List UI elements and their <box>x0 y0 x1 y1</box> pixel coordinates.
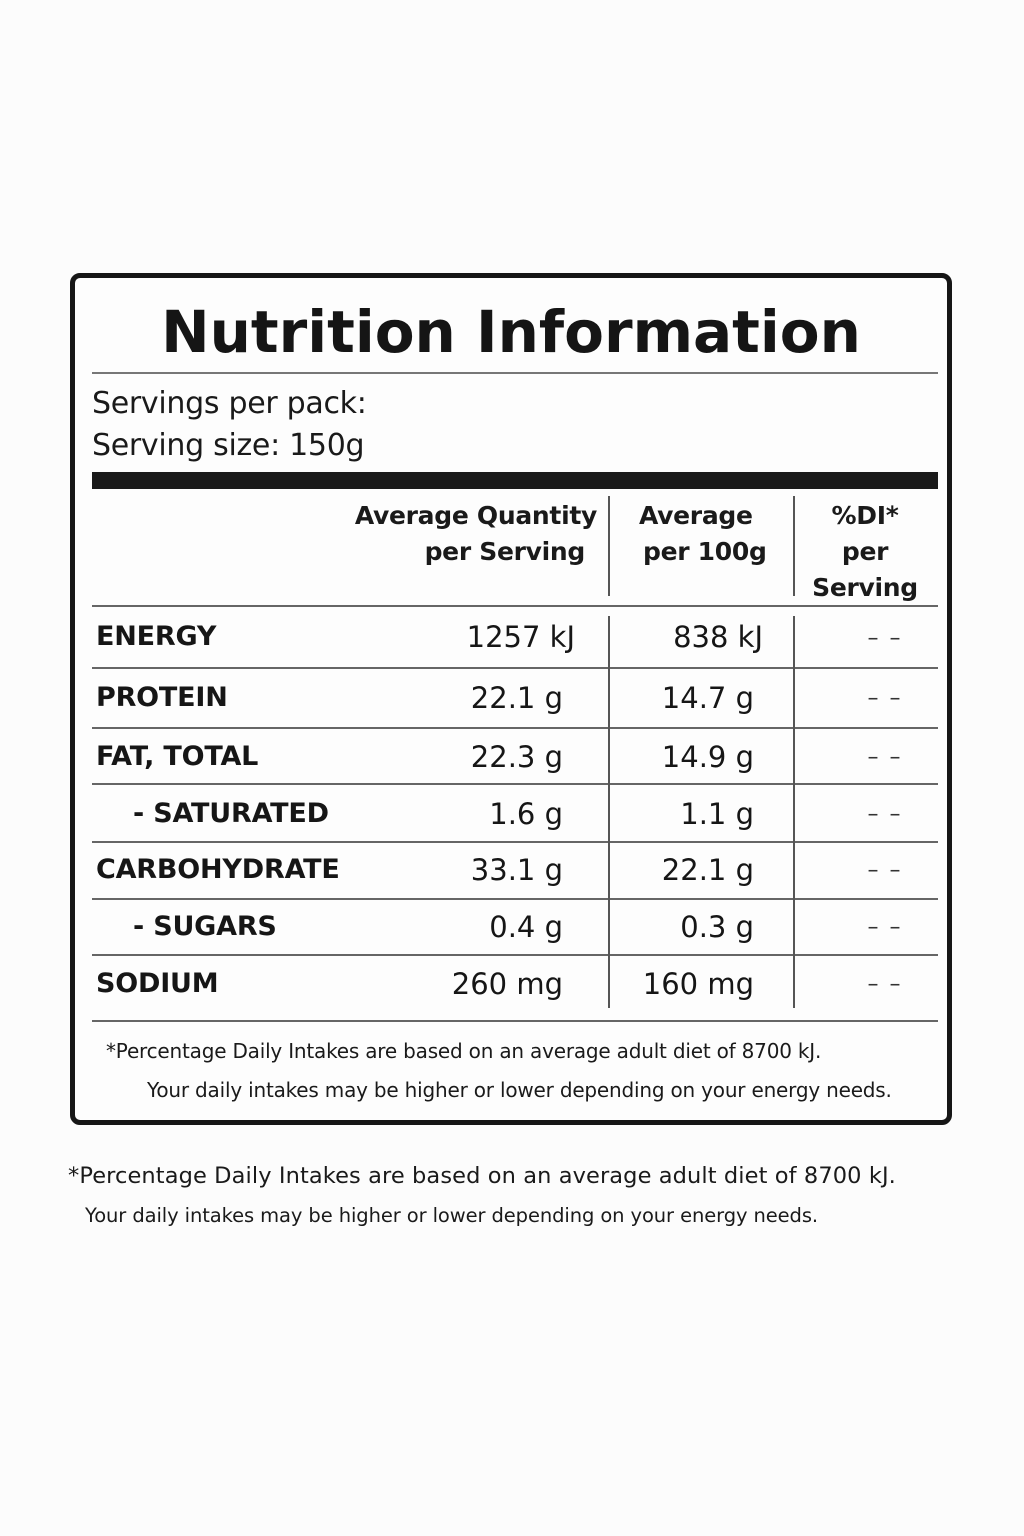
row-divider <box>92 783 938 785</box>
value-di: – – <box>867 686 903 711</box>
value-di: – – <box>867 972 903 997</box>
value-per-100g: 160 mg <box>642 967 754 1001</box>
col-head-per-100g-line2: per 100g <box>643 537 767 566</box>
header-vline-1 <box>608 496 610 596</box>
nutrition-panel: Nutrition Information Servings per pack:… <box>70 273 952 1125</box>
value-per-100g: 0.3 g <box>680 910 754 944</box>
row-divider <box>92 727 938 729</box>
footnote-inside-line1: *Percentage Daily Intakes are based on a… <box>106 1039 822 1063</box>
col-head-di-line3: Serving <box>812 573 918 602</box>
value-per-100g: 22.1 g <box>661 853 754 887</box>
body-vline-1 <box>608 616 610 1008</box>
title-divider <box>92 372 938 374</box>
value-per-serving: 0.4 g <box>489 910 563 944</box>
row-divider <box>92 1020 938 1022</box>
nutrient-name: PROTEIN <box>96 682 228 713</box>
panel-title: Nutrition Information <box>161 298 861 366</box>
header-vline-2 <box>793 496 795 596</box>
serving-size: Serving size: 150g <box>92 428 365 463</box>
col-head-per-serving-line1: Average Quantity <box>354 501 597 530</box>
col-head-per-100g-line1: Average <box>639 501 753 530</box>
value-per-100g: 838 kJ <box>673 620 763 654</box>
col-head-di-line1: %DI* <box>831 501 899 530</box>
value-di: – – <box>867 802 903 827</box>
row-divider <box>92 841 938 843</box>
value-di: – – <box>867 915 903 940</box>
value-di: – – <box>867 745 903 770</box>
value-per-serving: 22.3 g <box>470 740 563 774</box>
nutrient-name: - SUGARS <box>133 911 277 942</box>
body-vline-2 <box>793 616 795 1008</box>
value-per-serving: 1257 kJ <box>466 620 575 654</box>
col-head-di-line2: per <box>841 537 889 566</box>
row-divider <box>92 898 938 900</box>
header-thick-rule <box>92 472 938 489</box>
value-per-100g: 14.9 g <box>661 740 754 774</box>
footnote-inside-line2: Your daily intakes may be higher or lowe… <box>147 1078 892 1102</box>
value-per-serving: 22.1 g <box>470 681 563 715</box>
value-per-serving: 33.1 g <box>470 853 563 887</box>
value-per-100g: 1.1 g <box>680 797 754 831</box>
nutrient-name: SODIUM <box>96 968 219 999</box>
value-di: – – <box>867 858 903 883</box>
value-per-serving: 260 mg <box>451 967 563 1001</box>
value-per-serving: 1.6 g <box>489 797 563 831</box>
footnote-outside-line1: *Percentage Daily Intakes are based on a… <box>68 1163 896 1189</box>
nutrient-name: FAT, TOTAL <box>96 741 259 772</box>
col-head-per-100g: Average per 100g <box>625 498 795 570</box>
col-head-di: %DI* per Serving <box>800 498 930 606</box>
nutrient-name: - SATURATED <box>133 798 329 829</box>
value-per-100g: 14.7 g <box>661 681 754 715</box>
col-head-per-serving: Average Quantity per Serving <box>275 498 597 570</box>
row-divider <box>92 605 938 607</box>
footnote-outside-line2: Your daily intakes may be higher or lowe… <box>85 1204 818 1227</box>
servings-per-pack: Servings per pack: <box>92 386 367 421</box>
col-head-per-serving-line2: per Serving <box>424 537 586 566</box>
nutrient-name: ENERGY <box>96 621 217 652</box>
nutrient-name: CARBOHYDRATE <box>96 854 340 885</box>
row-divider <box>92 667 938 669</box>
row-divider <box>92 954 938 956</box>
value-di: – – <box>867 626 903 651</box>
